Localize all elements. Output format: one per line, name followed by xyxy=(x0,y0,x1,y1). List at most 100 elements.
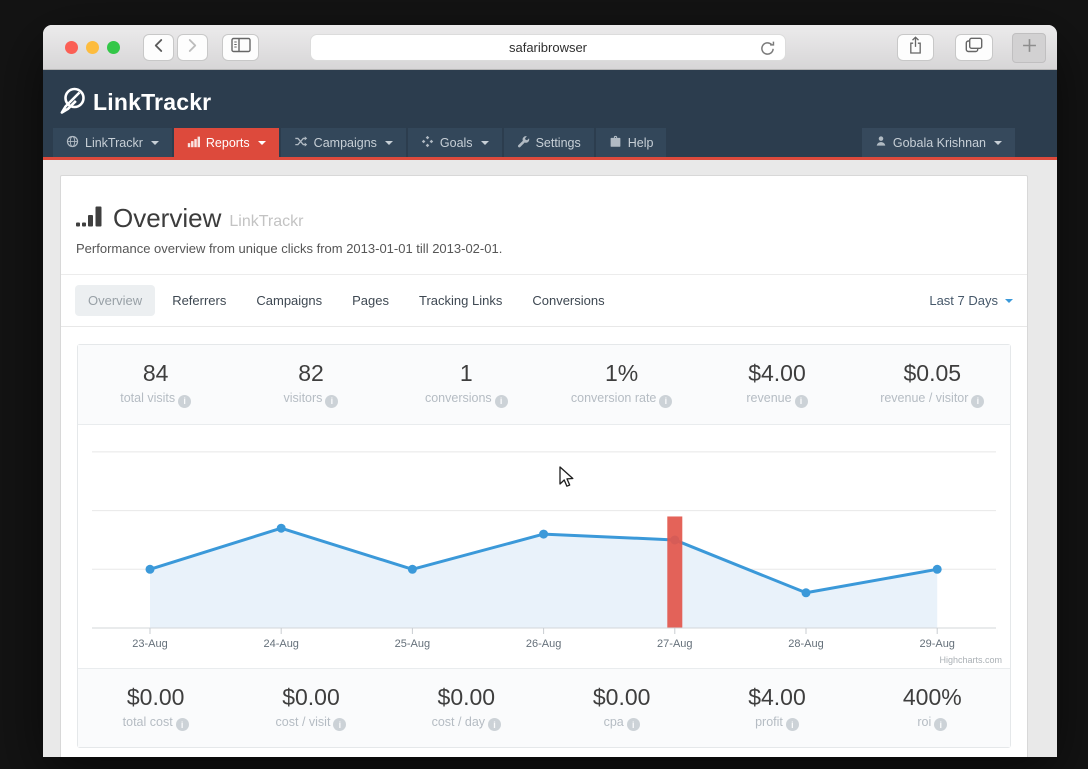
shuffle-icon xyxy=(294,135,308,151)
tab-campaigns[interactable]: Campaigns xyxy=(256,293,323,308)
report-chart-icon xyxy=(76,205,105,232)
overview-card: Overview LinkTrackr Performance overview… xyxy=(60,175,1028,757)
stat-cost-per-day: $0.00 cost / day i xyxy=(389,669,544,748)
stat-revenue: $4.00 revenue i xyxy=(746,360,808,408)
chevron-down-icon xyxy=(257,140,266,145)
stat-cost-per-visit: $0.00 cost / visit i xyxy=(233,669,388,748)
mouse-cursor xyxy=(556,466,575,495)
svg-text:23-Aug: 23-Aug xyxy=(132,638,167,650)
stat-conversions: 1 conversions i xyxy=(389,345,544,424)
stat-conversion-rate: 1% conversion rate i xyxy=(544,345,699,424)
info-icon[interactable]: i xyxy=(175,718,189,731)
info-icon[interactable]: i xyxy=(785,718,799,731)
stat-roi: 400% roi i xyxy=(902,683,962,731)
chevron-left-icon xyxy=(153,38,164,58)
chevron-down-icon xyxy=(150,140,159,145)
globe-icon xyxy=(66,135,79,151)
window-controls xyxy=(65,41,120,54)
nav-item-reports[interactable]: Reports xyxy=(173,128,279,157)
stat-total-cost: $0.00 total cost i xyxy=(78,669,233,748)
chevron-down-icon xyxy=(1005,298,1013,303)
close-window-button[interactable] xyxy=(65,41,78,54)
plus-icon xyxy=(1022,38,1037,58)
logo-text: LinkTrackr xyxy=(93,89,212,115)
svg-text:25-Aug: 25-Aug xyxy=(395,638,430,650)
minimize-window-button[interactable] xyxy=(86,41,99,54)
address-bar[interactable]: safaribrowser xyxy=(310,34,786,61)
page-title-suffix: LinkTrackr xyxy=(229,212,304,230)
bar-chart-icon xyxy=(187,135,200,151)
tabs-overview-icon xyxy=(965,37,983,58)
info-icon[interactable]: i xyxy=(971,394,985,408)
tab-pages[interactable]: Pages xyxy=(352,293,390,308)
share-button[interactable] xyxy=(897,34,934,61)
svg-text:29-Aug: 29-Aug xyxy=(919,638,954,650)
share-icon xyxy=(908,35,923,60)
stat-total-visits: 84 total visits i xyxy=(78,345,233,424)
page-header: Overview LinkTrackr Performance overview… xyxy=(61,176,1027,275)
briefcase-icon xyxy=(609,135,622,151)
nav-item-campaigns[interactable]: Campaigns xyxy=(280,128,406,157)
svg-text:28-Aug: 28-Aug xyxy=(788,638,823,650)
user-menu[interactable]: Gobala Krishnan xyxy=(861,128,1015,157)
app-header: LinkTrackr LinkTrackr Reports Campaigns xyxy=(43,70,1057,160)
browser-titlebar: safaribrowser xyxy=(43,25,1057,70)
nav-item-settings[interactable]: Settings xyxy=(503,128,594,157)
info-icon[interactable]: i xyxy=(488,718,502,731)
chevron-right-icon xyxy=(187,38,198,58)
stats-row-top: 84 total visits i 82 visitors i 1 conversi… xyxy=(78,345,1010,425)
new-tab-button[interactable] xyxy=(1012,33,1046,63)
reload-icon[interactable] xyxy=(759,40,776,62)
report-tabs: Overview Referrers Campaigns Pages Track… xyxy=(61,275,1027,327)
stats-and-chart-panel: 84 total visits i 82 visitors i 1 conversi… xyxy=(77,344,1011,748)
chart-credit: Highcharts.com xyxy=(939,654,1002,665)
chart-canvas: 23-Aug 24-Aug 25-Aug 26-Aug 27-Aug 28-Aug 29-A… xyxy=(92,450,996,650)
back-button[interactable] xyxy=(143,34,174,61)
stats-row-bottom: $0.00 total cost i $0.00 cost / visit i $0… xyxy=(78,667,1010,748)
info-icon[interactable]: i xyxy=(333,718,347,731)
main-nav: LinkTrackr Reports Campaigns Goals xyxy=(43,128,1057,157)
chevron-down-icon xyxy=(480,140,489,145)
page-background: Overview LinkTrackr Performance overview… xyxy=(43,175,1057,757)
info-icon[interactable]: i xyxy=(626,718,640,731)
svg-text:26-Aug: 26-Aug xyxy=(526,638,561,650)
stat-profit: $4.00 profit i xyxy=(748,683,806,731)
svg-text:27-Aug: 27-Aug xyxy=(657,638,692,650)
page-title: Overview xyxy=(113,203,222,233)
svg-text:24-Aug: 24-Aug xyxy=(263,638,298,650)
info-icon[interactable]: i xyxy=(325,394,339,408)
info-icon[interactable]: i xyxy=(178,394,192,408)
tab-conversions[interactable]: Conversions xyxy=(532,293,605,308)
info-icon[interactable]: i xyxy=(659,394,673,408)
diamond-icon xyxy=(421,135,434,151)
info-icon[interactable]: i xyxy=(934,718,948,731)
tab-referrers[interactable]: Referrers xyxy=(172,293,227,308)
info-icon[interactable]: i xyxy=(494,394,508,408)
logo[interactable]: LinkTrackr xyxy=(43,70,1057,128)
url-text: safaribrowser xyxy=(508,40,588,55)
visits-chart: 23-Aug 24-Aug 25-Aug 26-Aug 27-Aug 28-Aug 29-A… xyxy=(78,424,1010,668)
tab-overview[interactable]: Overview xyxy=(75,285,156,316)
sidebar-icon xyxy=(230,37,251,58)
wrench-icon xyxy=(517,135,530,151)
nav-item-linktrackr[interactable]: LinkTrackr xyxy=(53,128,172,157)
tab-tracking-links[interactable]: Tracking Links xyxy=(419,293,503,308)
linktrackr-logo-icon xyxy=(58,85,88,120)
chevron-down-icon xyxy=(384,140,393,145)
date-range-dropdown[interactable]: Last 7 Days xyxy=(929,293,1013,308)
forward-button[interactable] xyxy=(177,34,208,61)
stat-cpa: $0.00 cpa i xyxy=(592,683,651,731)
browser-window: safaribrowser xyxy=(43,25,1057,757)
info-icon[interactable]: i xyxy=(794,394,808,408)
stat-visitors: 82 visitors i xyxy=(233,345,388,424)
nav-accent-bar xyxy=(43,157,1057,160)
chevron-down-icon xyxy=(994,140,1002,145)
show-tabs-button[interactable] xyxy=(955,34,993,61)
sidebar-button[interactable] xyxy=(222,34,259,61)
zoom-window-button[interactable] xyxy=(107,41,120,54)
nav-item-help[interactable]: Help xyxy=(595,128,667,157)
person-icon xyxy=(875,135,887,150)
nav-item-goals[interactable]: Goals xyxy=(407,128,502,157)
stat-revenue-per-visitor: $0.05 revenue / visitor i xyxy=(855,345,1010,424)
